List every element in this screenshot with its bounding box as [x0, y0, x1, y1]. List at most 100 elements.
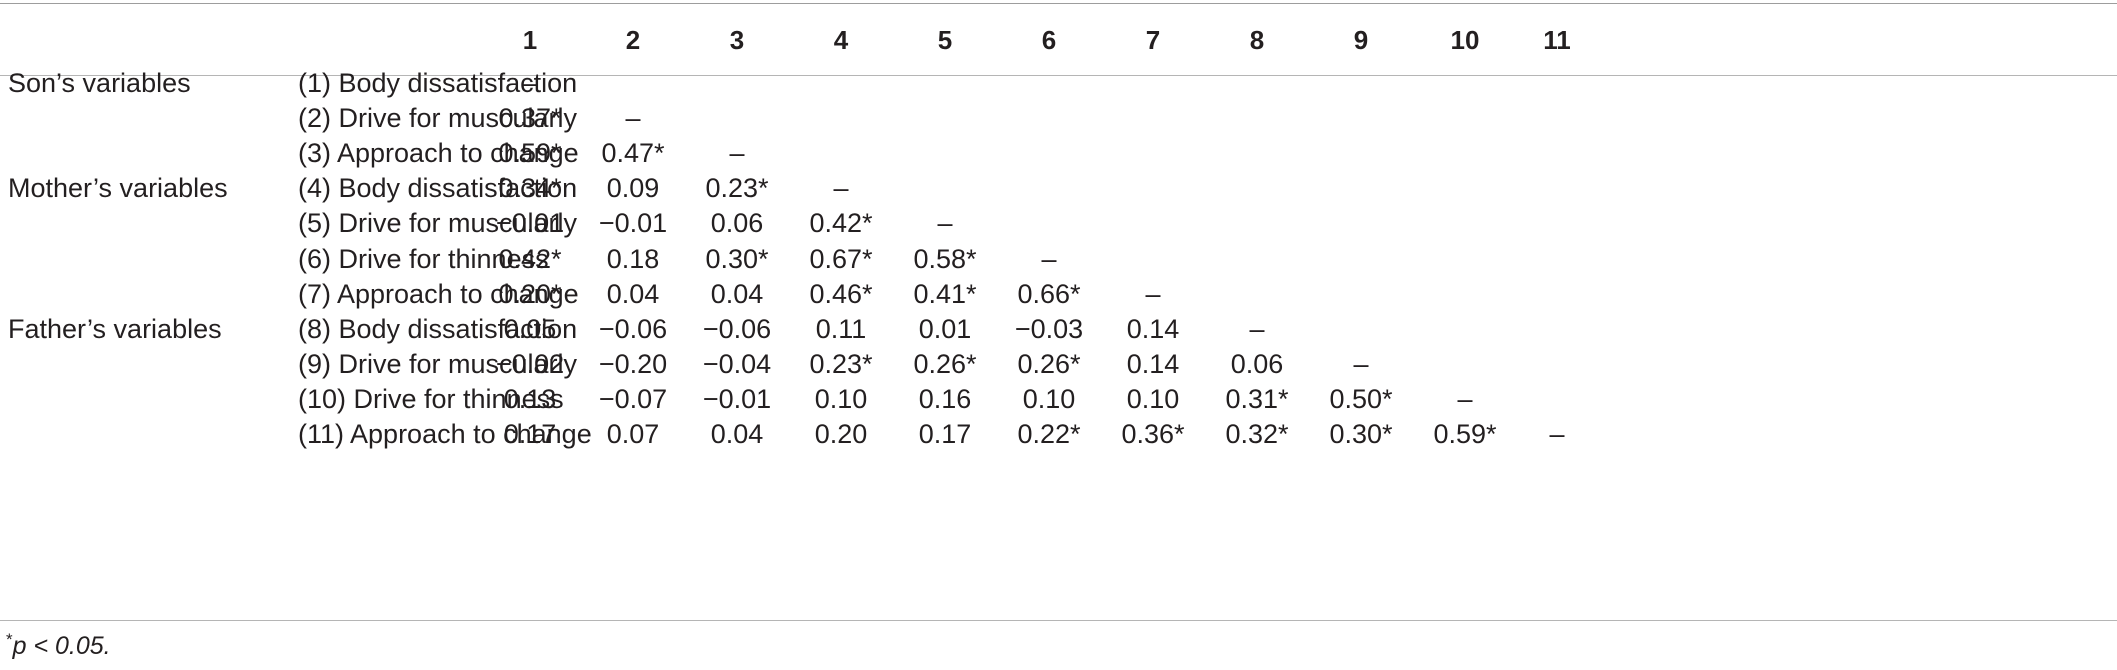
table-cell: 0.67* — [809, 243, 873, 274]
table-cell: 0.31* — [1225, 383, 1289, 414]
table-cell: −0.06 — [598, 313, 668, 344]
column-header-4: 4 — [833, 25, 849, 55]
table-cell: 0.04 — [710, 278, 764, 309]
column-header-5: 5 — [937, 25, 953, 55]
table-row: (11) Approach to change 0.17 0.07 0.04 0.20 0… — [0, 414, 2117, 454]
table-cell: −0.01 — [495, 208, 565, 239]
row-variable-label: (10) Drive for thinness — [298, 383, 564, 414]
table-cell: 0.42* — [498, 243, 562, 274]
table-cell: 0.14 — [1126, 313, 1180, 344]
table-cell: 0.20* — [498, 278, 562, 309]
table-cell: 0.10 — [1126, 383, 1180, 414]
table-cell: −0.03 — [1014, 313, 1084, 344]
table-cell: – — [1549, 419, 1565, 449]
table-cell: 0.41* — [913, 278, 977, 309]
table-cell: 0.32* — [1225, 419, 1289, 449]
column-header-11: 11 — [1543, 25, 1571, 55]
table-cell: 0.59* — [498, 138, 562, 169]
table-bottom-rule — [0, 620, 2117, 621]
table-cell: −0.07 — [598, 383, 668, 414]
column-header-6: 6 — [1041, 25, 1057, 55]
table-cell: −0.06 — [702, 313, 772, 344]
table-cell: 0.50* — [1329, 383, 1393, 414]
table-cell: −0.02 — [495, 348, 565, 379]
table-cell: 0.01 — [918, 313, 972, 344]
table-cell: −0.20 — [598, 348, 668, 379]
table-row: Son’s variables (1) Body dissatisfaction – — [0, 63, 2117, 103]
row-variable-label: (2) Drive for muscularly — [298, 103, 578, 134]
table-row: (9) Drive for muscularly −0.02 −0.20 −0.04 0… — [0, 344, 2117, 384]
table-cell: – — [1041, 243, 1057, 274]
table-cell: 0.09 — [606, 173, 660, 204]
table-top-rule — [0, 3, 2117, 4]
table-cell: 0.59* — [1433, 419, 1497, 449]
table-cell: 0.18 — [606, 243, 660, 274]
table-row: (10) Drive for thinness 0.13 −0.07 −0.01 0.1… — [0, 379, 2117, 419]
table-cell: 0.34* — [498, 173, 562, 204]
table-cell: 0.23* — [705, 173, 769, 204]
table-cell: 0.10 — [814, 383, 868, 414]
table-footnote: *p < 0.05. — [6, 630, 111, 661]
table-cell: 0.13 — [503, 383, 557, 414]
row-variable-label: (4) Body dissatisfaction — [298, 173, 578, 204]
table-cell: 0.17 — [918, 419, 972, 449]
table-cell: – — [1145, 278, 1161, 309]
table-cell: 0.04 — [606, 278, 660, 309]
table-cell: 0.07 — [606, 419, 660, 449]
column-header-3: 3 — [729, 25, 745, 55]
table-row: (3) Approach to change 0.59* 0.47* – — [0, 133, 2117, 173]
column-header-1: 1 — [522, 25, 538, 55]
table-cell: −0.04 — [702, 348, 772, 379]
table-cell: −0.01 — [702, 383, 772, 414]
table-cell: 0.06 — [710, 208, 764, 239]
row-variable-label: (9) Drive for muscularly — [298, 348, 578, 379]
table-cell: 0.20 — [814, 419, 868, 449]
table-cell: 0.11 — [815, 313, 867, 344]
row-group-label: Son’s variables — [8, 68, 191, 98]
table-cell: 0.05 — [503, 313, 557, 344]
table-row: (7) Approach to change 0.20* 0.04 0.04 0.46*… — [0, 274, 2117, 314]
table-row: (6) Drive for thinness 0.42* 0.18 0.30* 0.67… — [0, 239, 2117, 279]
table-cell: 0.30* — [705, 243, 769, 274]
table-row: (5) Drive for muscularly −0.01 −0.01 0.06 0.… — [0, 203, 2117, 243]
row-variable-label: (6) Drive for thinness — [298, 243, 549, 274]
table-cell: – — [937, 208, 953, 239]
table-cell: 0.06 — [1230, 348, 1284, 379]
row-variable-label: (1) Body dissatisfaction — [298, 68, 578, 98]
table-cell: 0.46* — [809, 278, 873, 309]
column-header-10: 10 — [1450, 25, 1480, 55]
table-cell: 0.47* — [601, 138, 665, 169]
row-variable-label: (11) Approach to change — [298, 419, 592, 449]
column-header-2: 2 — [625, 25, 641, 55]
column-header-7: 7 — [1145, 25, 1161, 55]
table-cell: – — [833, 173, 849, 204]
table-cell: 0.36* — [1121, 419, 1185, 449]
row-group-label: Father’s variables — [8, 313, 222, 344]
table-cell: – — [1249, 313, 1265, 344]
table-cell: – — [1353, 348, 1369, 379]
row-variable-label: (5) Drive for muscularly — [298, 208, 578, 239]
table-cell: 0.04 — [710, 419, 764, 449]
table-cell: 0.37* — [498, 103, 562, 134]
table-header-rule — [0, 75, 2117, 76]
table-cell: – — [1457, 383, 1473, 414]
table-cell: −0.01 — [598, 208, 668, 239]
column-header-9: 9 — [1353, 25, 1369, 55]
table-cell: 0.42* — [809, 208, 873, 239]
table-cell: 0.23* — [809, 348, 873, 379]
table-row: Father’s variables (8) Body dissatisfacti… — [0, 309, 2117, 349]
footnote-marker: * — [6, 630, 13, 649]
table-cell: – — [522, 68, 538, 98]
table-cell: 0.22* — [1017, 419, 1081, 449]
table-cell: 0.10 — [1022, 383, 1076, 414]
row-variable-label: (7) Approach to change — [298, 278, 579, 309]
table-cell: 0.58* — [913, 243, 977, 274]
table-cell: 0.26* — [913, 348, 977, 379]
table-cell: 0.14 — [1126, 348, 1180, 379]
table-cell: 0.66* — [1017, 278, 1081, 309]
table-row: Mother’s variables (4) Body dissatisfacti… — [0, 168, 2117, 208]
table-cell: 0.26* — [1017, 348, 1081, 379]
table-cell: – — [625, 103, 641, 134]
table-row: (2) Drive for muscularly 0.37* – — [0, 98, 2117, 138]
footnote-text: p < 0.05. — [12, 632, 111, 660]
